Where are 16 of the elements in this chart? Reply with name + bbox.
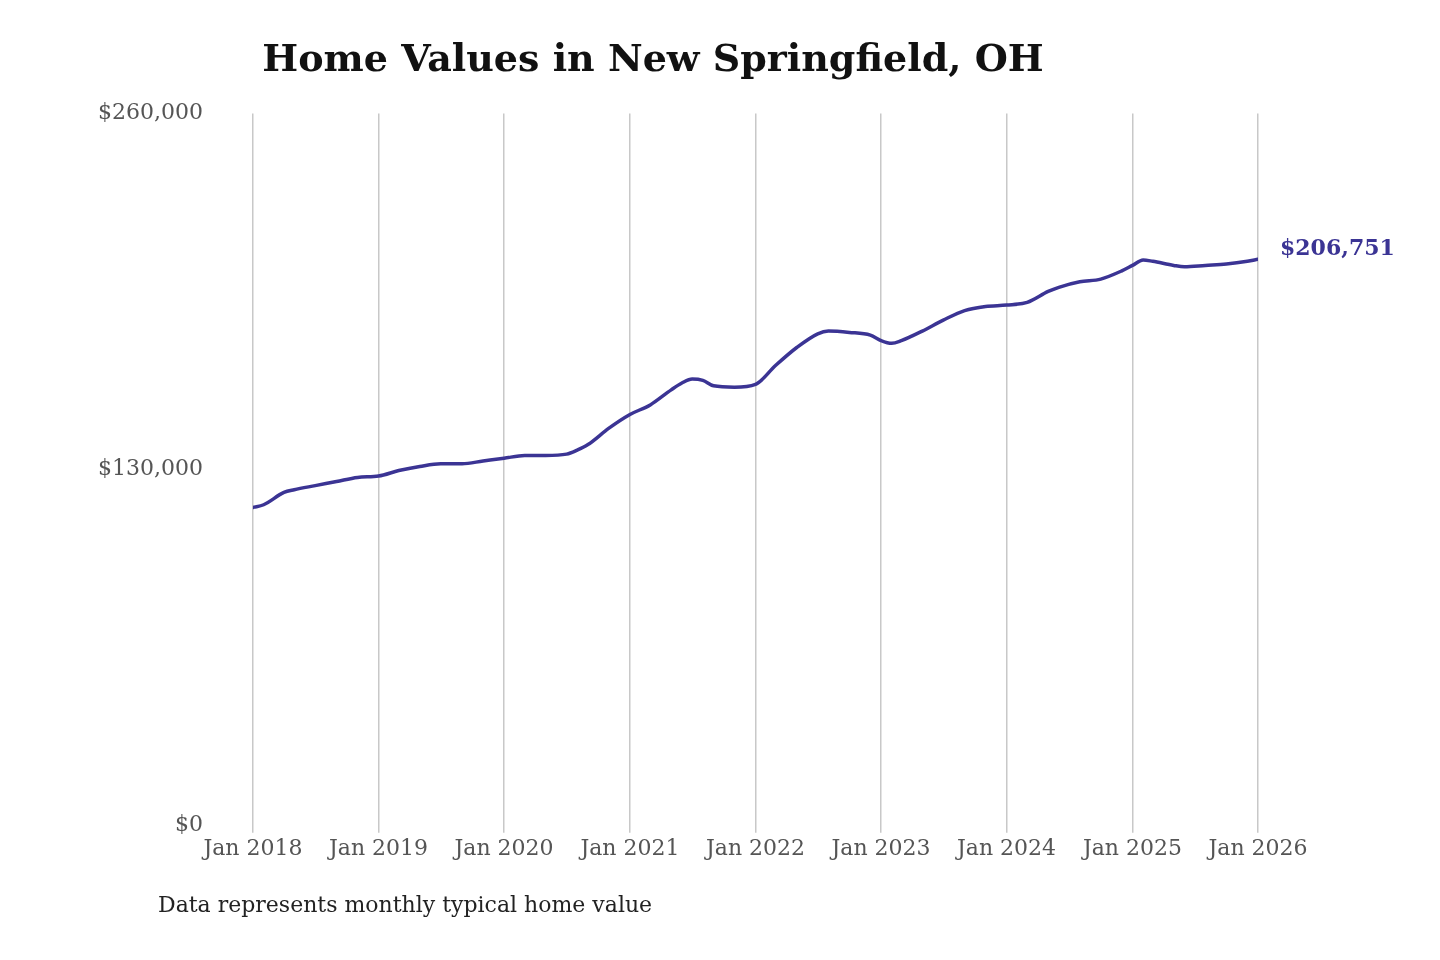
x-tick-label: Jan 2018: [201, 834, 303, 860]
data-label: $206,751: [1280, 233, 1395, 260]
y-tick-label: $0: [174, 810, 203, 836]
x-tick-label: Jan 2019: [326, 834, 429, 860]
y-tick-label: $130,000: [97, 454, 203, 480]
x-tick-label: Jan 2024: [955, 834, 1057, 860]
x-tick-label: Jan 2023: [829, 834, 931, 860]
x-tick-label: Jan 2021: [578, 834, 680, 860]
x-tick-label: Jan 2025: [1080, 834, 1182, 860]
line-series: [252, 257, 1258, 510]
chart-title: Home Values in New Springfield, OH: [262, 34, 1044, 80]
x-tick-label: Jan 2026: [1206, 834, 1308, 860]
text: Data represents monthly typical home value: [158, 892, 654, 917]
x-tick-label: Jan 2020: [452, 834, 554, 860]
x-tick-label: Jan 2022: [703, 834, 806, 860]
y-tick-label: $260,000: [97, 99, 203, 125]
